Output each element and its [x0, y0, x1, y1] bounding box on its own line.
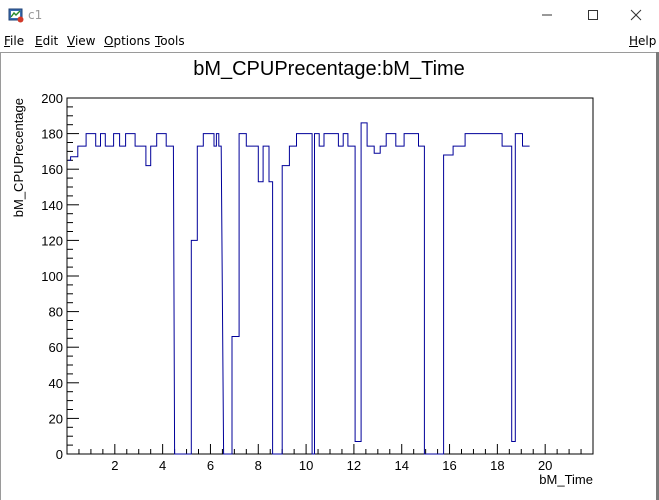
minimize-button[interactable] — [524, 0, 570, 30]
close-icon — [630, 9, 642, 21]
chart-title: bM_CPUPrecentage:bM_Time — [193, 58, 465, 80]
x-tick-label: 2 — [111, 458, 118, 473]
x-tick-label: 14 — [394, 458, 408, 473]
series-line — [68, 122, 530, 455]
x-tick-label: 18 — [490, 458, 504, 473]
window-title: c1 — [28, 8, 43, 22]
y-tick-label: 80 — [49, 305, 63, 320]
y-tick-label: 160 — [41, 162, 63, 177]
menu-tools[interactable]: Tools — [155, 34, 185, 48]
window-edge — [656, 52, 659, 500]
y-tick-label: 100 — [41, 269, 63, 284]
menu-edit[interactable]: Edit — [35, 34, 59, 48]
maximize-icon — [588, 10, 598, 20]
y-axis-label: bM_CPUPrecentage — [11, 98, 26, 217]
y-axis: 0 20 40 60 80 100 120 140 160 180 200 — [41, 91, 79, 462]
y-tick-label: 180 — [41, 127, 63, 142]
y-tick-label: 20 — [49, 411, 63, 426]
y-tick-label: 200 — [41, 91, 63, 106]
x-axis: 2 4 6 8 10 12 14 16 18 20 — [78, 444, 582, 473]
menu-file[interactable]: File — [4, 34, 25, 48]
x-axis-label: bM_Time — [539, 472, 593, 487]
x-tick-label: 10 — [299, 458, 313, 473]
window-titlebar[interactable]: c1 — [0, 0, 659, 30]
menu-options[interactable]: Options — [104, 34, 151, 48]
y-tick-label: 0 — [56, 447, 63, 462]
x-tick-label: 12 — [347, 458, 361, 473]
root-canvas-icon — [8, 8, 24, 23]
minimize-icon — [542, 14, 552, 16]
x-tick-label: 20 — [538, 458, 552, 473]
y-tick-label: 140 — [41, 198, 63, 213]
y-tick-label: 120 — [41, 233, 63, 248]
canvas-area[interactable]: bM_CPUPrecentage:bM_Time 2 4 6 8 10 12 14 16 18 2… — [0, 52, 656, 500]
x-tick-label: 16 — [442, 458, 456, 473]
close-button[interactable] — [613, 0, 659, 30]
menu-bar: File Edit View Options Tools Help — [0, 31, 659, 51]
y-tick-label: 60 — [49, 340, 63, 355]
x-tick-label: 8 — [255, 458, 262, 473]
x-tick-label: 4 — [159, 458, 166, 473]
x-tick-label: 6 — [207, 458, 214, 473]
menu-view[interactable]: View — [67, 34, 96, 48]
y-tick-label: 40 — [49, 376, 63, 391]
line-chart[interactable]: bM_CPUPrecentage:bM_Time 2 4 6 8 10 12 14 16 18 2… — [1, 53, 656, 500]
menu-help[interactable]: Help — [629, 34, 657, 48]
maximize-button[interactable] — [570, 0, 616, 30]
